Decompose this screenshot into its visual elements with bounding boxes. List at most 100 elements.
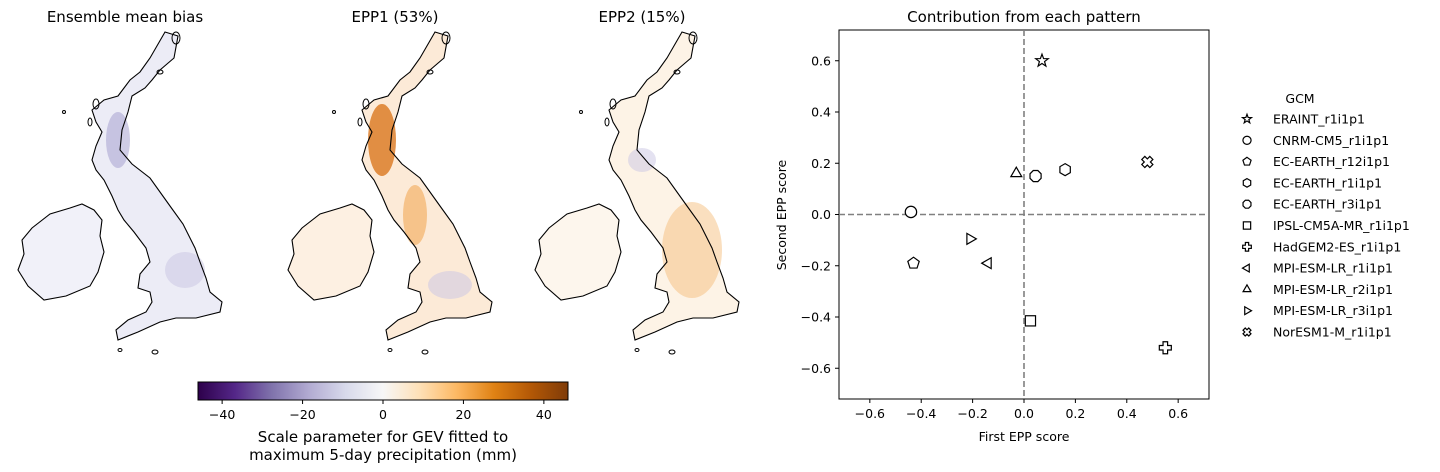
map-island-outline <box>151 349 159 355</box>
map-gb-fill <box>609 32 739 340</box>
x-tick-label: 0.4 <box>1117 406 1137 421</box>
scatter-point <box>1158 341 1172 355</box>
reference-lines <box>839 30 1209 399</box>
colorbar-tick-label: −40 <box>209 407 235 422</box>
maps-area: Ensemble mean bias EPP1 (53%) EPP2 (15%) <box>17 8 740 355</box>
map-island-outline <box>604 117 610 127</box>
colorbar-label-line2: maximum 5-day precipitation (mm) <box>249 446 517 464</box>
map-shade-west-scotland <box>106 112 130 168</box>
y-tick-label: 0.2 <box>811 156 831 171</box>
map-shade-southeast <box>428 271 472 299</box>
legend-marker <box>1242 135 1252 145</box>
map-island-outline <box>668 349 676 355</box>
map-island-outline <box>421 349 429 355</box>
map-island-outline <box>426 69 434 75</box>
y-tick-label: 0.0 <box>811 207 831 222</box>
map-island-outline <box>634 348 640 352</box>
map-island-outline <box>357 117 363 127</box>
colorbar-tick-label: −20 <box>289 407 315 422</box>
x-tick-label: 0.6 <box>1168 406 1188 421</box>
legend-marker <box>1242 156 1252 166</box>
legend: GCM ERAINT_r1i1p1 CNRM-CM5_r1i1p1 EC-EARTH… <box>1240 91 1410 340</box>
map-shade-west-scotland <box>368 104 396 176</box>
map-panel-title: Ensemble mean bias <box>47 8 204 26</box>
scatter-point <box>1059 162 1071 177</box>
map-island-outline <box>673 69 681 75</box>
map-gb-fill <box>92 32 222 340</box>
y-tick-label: 0.4 <box>811 105 831 120</box>
map-panel-title: EPP2 (15%) <box>599 8 686 26</box>
legend-marker <box>1244 305 1253 316</box>
map-panel: EPP1 (53%) <box>287 8 493 355</box>
y-axis-ticks: −0.6 −0.4 −0.2 0.0 0.2 0.4 0.6 <box>801 53 839 376</box>
scatter-point <box>966 232 978 246</box>
scatter-point <box>1009 165 1023 178</box>
y-tick-label: −0.6 <box>801 361 831 376</box>
colorbar: −40 −20 0 20 40 Scale parameter for GEV fitt… <box>197 381 569 464</box>
map-ireland-fill <box>288 204 374 300</box>
x-tick-label: −0.2 <box>957 406 987 421</box>
map-island-outline <box>579 110 583 114</box>
y-axis-label: Second EPP score <box>774 159 789 270</box>
map-island-outline <box>92 98 100 110</box>
scatter-point <box>907 256 920 269</box>
legend-label: CNRM-CM5_r1i1p1 <box>1273 133 1389 148</box>
legend-label: ERAINT_r1i1p1 <box>1273 112 1365 127</box>
x-tick-label: 0.2 <box>1065 406 1085 421</box>
colorbar-label-line1: Scale parameter for GEV fitted to <box>258 428 508 446</box>
colorbar-tick-label: 0 <box>379 407 387 422</box>
scatter-point <box>1140 155 1154 169</box>
scatter-points <box>904 52 1172 355</box>
y-tick-label: −0.2 <box>801 258 831 273</box>
scatter-point <box>1024 315 1037 327</box>
map-shade-central-scotland <box>628 148 656 172</box>
x-axis-ticks: −0.6 −0.4 −0.2 0.0 0.2 0.4 0.6 <box>855 399 1188 421</box>
x-tick-label: −0.4 <box>906 406 936 421</box>
legend-label: EC-EARTH_r1i1p1 <box>1273 175 1382 190</box>
map-island-outline <box>156 69 164 75</box>
map-island-outline <box>87 117 93 127</box>
scatter-chart: Contribution from each pattern −0.6 −0.4−… <box>774 8 1210 444</box>
scatter-point <box>1029 169 1042 183</box>
legend-marker <box>1242 327 1252 337</box>
legend-marker <box>1242 283 1252 293</box>
scatter-point <box>1034 52 1050 68</box>
legend-label: MPI-ESM-LR_r1i1p1 <box>1273 261 1393 276</box>
legend-label: EC-EARTH_r12i1p1 <box>1273 154 1390 169</box>
map-panel: Ensemble mean bias <box>17 8 223 355</box>
y-tick-label: −0.4 <box>801 310 831 325</box>
map-island-outline <box>62 110 66 114</box>
map-shade-southeast <box>165 252 205 288</box>
colorbar-tick-label: 40 <box>536 407 552 422</box>
map-island-outline <box>332 110 336 114</box>
map-island-outline <box>609 98 617 110</box>
scatter-point <box>904 205 918 219</box>
x-axis-label: First EPP score <box>979 429 1070 444</box>
map-ireland-fill <box>18 204 104 300</box>
map-panel: EPP2 (15%) <box>534 8 740 355</box>
chart-title: Contribution from each pattern <box>907 8 1141 26</box>
legend-label: HadGEM2-ES_r1i1p1 <box>1273 239 1401 254</box>
map-island-outline <box>688 31 698 45</box>
legend-marker <box>1242 177 1252 188</box>
x-tick-label: −0.6 <box>855 406 885 421</box>
map-island-outline <box>171 31 181 45</box>
map-island-outline <box>441 31 451 45</box>
map-island-outline <box>117 348 123 352</box>
legend-marker <box>1242 199 1252 209</box>
map-shade-east <box>662 202 722 298</box>
map-panel-title: EPP1 (53%) <box>352 8 439 26</box>
legend-label: MPI-ESM-LR_r3i1p1 <box>1273 303 1393 318</box>
x-tick-label: 0.0 <box>1014 406 1034 421</box>
legend-label: EC-EARTH_r3i1p1 <box>1273 197 1382 212</box>
legend-label: IPSL-CM5A-MR_r1i1p1 <box>1273 218 1410 233</box>
map-island-outline <box>362 98 370 110</box>
map-ireland-fill <box>535 204 621 300</box>
colorbar-bar <box>197 381 569 401</box>
legend-marker <box>1242 221 1252 230</box>
legend-title: GCM <box>1285 91 1314 106</box>
legend-label: NorESM1-M_r1i1p1 <box>1273 325 1392 340</box>
y-tick-label: 0.6 <box>811 53 831 68</box>
legend-label: MPI-ESM-LR_r2i1p1 <box>1273 282 1393 297</box>
colorbar-tick-label: 20 <box>455 407 471 422</box>
